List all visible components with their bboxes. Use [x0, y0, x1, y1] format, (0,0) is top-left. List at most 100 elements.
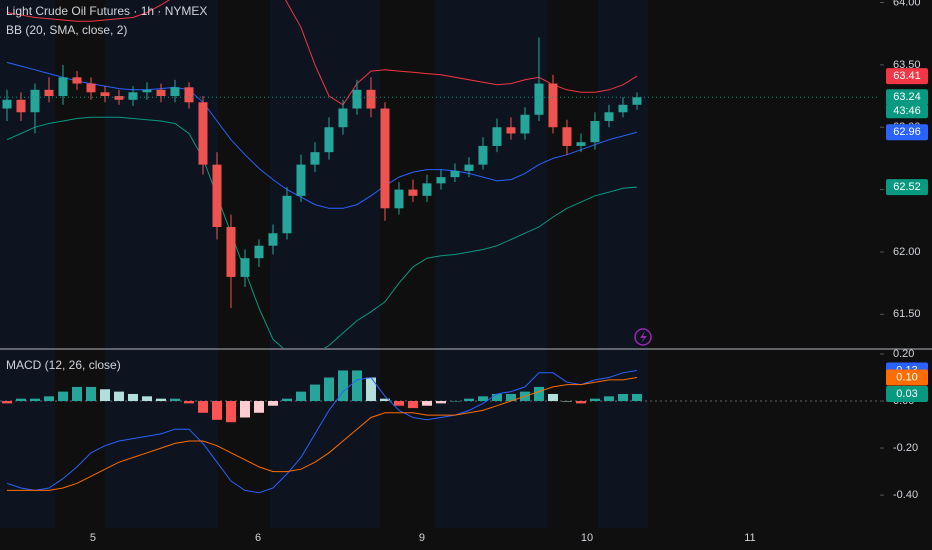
candle-body: [30, 89, 40, 113]
y-tick-label: -0.40: [893, 489, 918, 501]
histogram-bar: [561, 401, 572, 402]
x-tick-label: 11: [744, 532, 755, 544]
candle-body: [394, 189, 404, 209]
price-tag-label: 63.41: [893, 70, 921, 82]
candle-body: [254, 245, 264, 259]
histogram-bar: [281, 398, 292, 402]
session-band: [435, 0, 547, 528]
histogram-bar: [351, 370, 362, 402]
alert-icon[interactable]: [634, 328, 652, 346]
histogram-bar: [421, 401, 432, 406]
histogram-bar: [239, 401, 250, 418]
histogram-bar: [211, 401, 222, 420]
price-tag: [886, 89, 928, 106]
histogram-bar: [435, 401, 446, 404]
histogram-bar: [407, 401, 418, 409]
candle-body: [226, 227, 236, 277]
candle-body: [534, 83, 544, 115]
session-band: [0, 0, 55, 528]
price-pane: [0, 0, 880, 348]
histogram-bar: [533, 386, 544, 402]
price-tag-label: 0.10: [896, 371, 917, 383]
price-tag: [886, 369, 928, 386]
candle-body: [590, 120, 600, 143]
candle-body: [72, 77, 82, 84]
histogram-bar: [197, 401, 208, 413]
histogram-bar: [127, 393, 138, 402]
candle-body: [506, 127, 516, 134]
price-tag-label: 62.96: [893, 126, 921, 138]
candle-body: [282, 195, 292, 234]
histogram-bar: [379, 398, 390, 402]
histogram-bar: [99, 389, 110, 402]
histogram-bar: [491, 393, 502, 402]
chart-title: Light Crude Oil Futures · 1h · NYMEX: [6, 4, 207, 18]
y-tick-label: -0.20: [893, 442, 918, 454]
candle-body: [86, 83, 96, 93]
histogram-bar: [337, 370, 348, 402]
price-tag: [886, 179, 928, 196]
price-tag: [886, 68, 928, 85]
candle-body: [338, 108, 348, 128]
candle-body: [156, 89, 166, 97]
candle-body: [2, 99, 12, 109]
candle-body: [324, 127, 334, 153]
histogram-bar: [15, 398, 26, 402]
candle-body: [310, 152, 320, 165]
y-tick-label: 61.50: [893, 308, 921, 320]
alert-circle[interactable]: [634, 328, 652, 346]
candle-body: [184, 87, 194, 103]
candle-body: [478, 145, 488, 165]
histogram-bar: [141, 396, 152, 402]
candle-body: [268, 233, 278, 246]
x-tick-label: 10: [581, 532, 593, 544]
candle-body: [128, 92, 138, 100]
indicator-label: BB (20, SMA, close, 2): [6, 23, 127, 37]
histogram-bar: [365, 377, 376, 402]
histogram-bar: [113, 391, 124, 402]
candle-body: [212, 164, 222, 228]
histogram-bar: [57, 391, 68, 402]
session-band: [105, 0, 218, 528]
histogram-bar: [589, 398, 600, 402]
histogram-bar: [253, 401, 264, 413]
histogram-bar: [547, 393, 558, 402]
candle-body: [450, 170, 460, 178]
histogram-bar: [631, 393, 642, 402]
candle-body: [352, 89, 362, 109]
candle-body: [142, 89, 152, 93]
histogram-bar: [393, 401, 404, 406]
candle-body: [44, 89, 54, 97]
candle-body: [576, 142, 586, 146]
candle-body: [114, 96, 124, 100]
axes: 61.5062.0062.5063.0063.5064.0063.4163.24…: [90, 0, 928, 544]
indicator-line: [6, 370, 638, 494]
x-tick-label: 5: [90, 532, 96, 544]
candle-body: [366, 89, 376, 109]
histogram-bar: [575, 401, 586, 404]
indicator-label: MACD (12, 26, close): [6, 358, 121, 372]
candle-body: [604, 112, 614, 121]
candle-body: [58, 77, 68, 97]
histogram-bar: [155, 398, 166, 402]
candle-body: [520, 114, 530, 134]
indicator-line: [6, 116, 638, 348]
histogram-bar: [463, 398, 474, 402]
candle-body: [422, 183, 432, 196]
histogram-bar: [71, 386, 82, 402]
candle-body: [296, 164, 306, 196]
countdown: 43:46: [893, 105, 921, 117]
x-tick-label: 9: [419, 532, 425, 544]
histogram-bar: [617, 393, 628, 402]
candle-body: [436, 177, 446, 184]
indicator-line: [7, 377, 638, 491]
macd-pane: [0, 370, 880, 494]
candle-body: [464, 164, 474, 171]
histogram-bar: [309, 384, 320, 402]
session-band: [598, 0, 648, 528]
alert-bolt[interactable]: [640, 331, 647, 343]
histogram-bar: [29, 398, 40, 402]
candle-body: [100, 92, 110, 97]
histogram-bar: [449, 401, 460, 402]
